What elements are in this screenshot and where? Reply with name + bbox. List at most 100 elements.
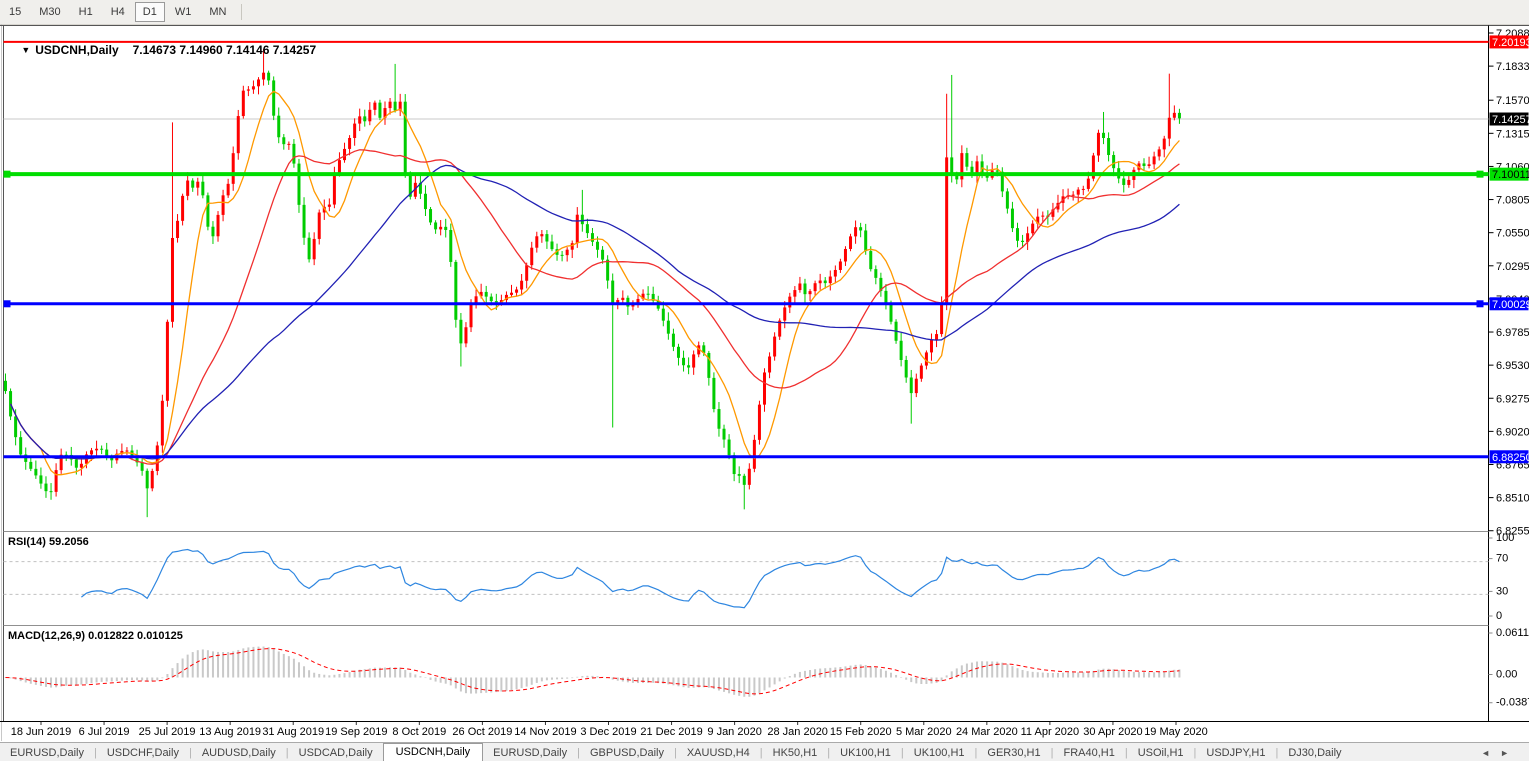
timeframe-button-m30[interactable]: M30	[39, 6, 61, 18]
chart-tab-usdjpy-14[interactable]: USDJPY,H1	[1206, 746, 1266, 759]
chart-tab-eurusd-0[interactable]: EURUSD,Daily	[10, 746, 84, 759]
support-line-blue-upper-right-handle[interactable]	[1476, 300, 1484, 308]
candle-body	[196, 181, 200, 188]
macd-histogram-bar	[297, 662, 300, 678]
candle-body	[757, 404, 761, 440]
candle-body	[909, 377, 913, 394]
timeframe-button-h1[interactable]: H1	[78, 6, 93, 18]
price-axis-label: 7.18330	[1496, 61, 1529, 73]
chart-tab-usoil-13[interactable]: USOil,H1	[1137, 746, 1184, 759]
candle-body	[879, 277, 883, 291]
tab-separator: |	[1275, 746, 1279, 759]
chart-tab-usdcad-3[interactable]: USDCAD,Daily	[298, 746, 373, 759]
macd-histogram-bar	[738, 677, 741, 696]
candle-body	[1157, 149, 1161, 157]
macd-histogram-bar	[1158, 672, 1161, 678]
chart-tab-ger30-11[interactable]: GER30,H1	[987, 746, 1041, 759]
tabs-scroll-right-icon[interactable]: ►	[1500, 747, 1519, 758]
candle-body	[1071, 194, 1075, 196]
date-label: 5 Mar 2020	[896, 726, 952, 738]
macd-histogram-bar	[864, 665, 867, 678]
macd-histogram-bar	[1031, 671, 1034, 678]
timeframe-button-h4[interactable]: H4	[110, 6, 125, 18]
macd-histogram-bar	[859, 664, 862, 678]
macd-histogram-bar	[1072, 672, 1075, 678]
macd-histogram-bar	[824, 668, 827, 678]
macd-histogram-bar	[242, 648, 245, 678]
candle-body	[636, 298, 640, 305]
candle-body	[929, 340, 933, 353]
macd-histogram-bar	[642, 677, 645, 683]
macd-histogram-bar	[763, 677, 766, 691]
symbol-dropdown-icon[interactable]: ▼	[21, 45, 31, 55]
support-line-blue-upper-left-handle[interactable]	[3, 300, 11, 308]
macd-histogram-bar	[581, 676, 584, 678]
chart-tab-usdchf-1[interactable]: USDCHF,Daily	[106, 746, 179, 759]
timeframe-button-w1[interactable]: W1	[174, 6, 192, 18]
candle-body	[535, 236, 539, 248]
candle-body	[596, 241, 600, 250]
macd-histogram-bar	[672, 677, 675, 686]
date-label: 21 Dec 2019	[640, 726, 702, 738]
candle-body	[307, 237, 311, 260]
macd-histogram-bar	[692, 677, 695, 688]
macd-histogram-bar	[424, 677, 427, 679]
support-line-green-left-handle[interactable]	[3, 170, 11, 178]
candle-body	[413, 182, 417, 197]
chart-tab-hk50-8[interactable]: HK50,H1	[772, 746, 818, 759]
price-badge-label: 7.14257	[1492, 114, 1529, 126]
macd-histogram-bar	[809, 670, 812, 678]
candle-body	[398, 101, 402, 111]
macd-histogram-bar	[414, 674, 417, 678]
support-line-green-right-handle[interactable]	[1476, 170, 1484, 178]
chart-tab-uk100-9[interactable]: UK100,H1	[840, 746, 891, 759]
candle-body	[676, 346, 680, 358]
timeframe-button-d1[interactable]: D1	[134, 2, 165, 22]
macd-histogram-bar	[222, 652, 225, 678]
macd-histogram-bar	[55, 677, 58, 688]
macd-histogram-bar	[464, 677, 467, 694]
candle-body	[1122, 178, 1126, 185]
candle-body	[671, 333, 675, 347]
macd-histogram-bar	[793, 673, 796, 678]
chart-tab-usdcnh-4[interactable]: USDCNH,Daily	[382, 743, 484, 761]
candle-body	[211, 226, 215, 237]
macd-histogram-bar	[1173, 669, 1176, 678]
chart-tab-dj30-15[interactable]: DJ30,Daily	[1288, 746, 1342, 759]
candle-body	[150, 470, 154, 489]
tab-separator: |	[188, 746, 192, 759]
chart-tab-gbpusd-6[interactable]: GBPUSD,Daily	[590, 746, 664, 759]
chart-tab-xauusd-7[interactable]: XAUUSD,H4	[686, 746, 750, 759]
chart-tab-uk100-10[interactable]: UK100,H1	[913, 746, 965, 759]
macd-histogram-bar	[211, 651, 214, 678]
candle-body	[889, 304, 893, 322]
candle-body	[682, 357, 686, 366]
chart-tab-audusd-2[interactable]: AUDUSD,Daily	[201, 746, 276, 759]
macd-histogram-bar	[105, 677, 108, 682]
candle-body	[444, 226, 448, 230]
macd-histogram-bar	[783, 677, 786, 679]
macd-histogram-bar	[945, 675, 948, 678]
ma-mid-line	[9, 149, 1180, 465]
date-label: 15 Feb 2020	[830, 726, 892, 738]
chart-tab-fra40-12[interactable]: FRA40,H1	[1063, 746, 1115, 759]
macd-histogram-bar	[1168, 670, 1171, 678]
candle-body	[49, 491, 53, 493]
candle-body	[838, 261, 842, 270]
price-badge-label: 7.10011	[1492, 169, 1529, 181]
candle-body	[59, 454, 63, 471]
timeframe-button-15[interactable]: 15	[9, 6, 22, 18]
chart-tab-eurusd-5[interactable]: EURUSD,Daily	[493, 746, 568, 759]
rsi-axis-label: 70	[1496, 553, 1508, 565]
macd-histogram-bar	[515, 677, 518, 690]
candle-body	[752, 439, 756, 469]
candle-body	[525, 265, 529, 281]
candle-body	[747, 468, 751, 485]
macd-histogram-bar	[1026, 671, 1029, 678]
macd-histogram-bar	[9, 677, 12, 679]
timeframe-button-mn[interactable]: MN	[209, 6, 227, 18]
tabs-scroll-left-icon[interactable]: ◄	[1481, 747, 1501, 758]
candle-body	[646, 293, 650, 295]
